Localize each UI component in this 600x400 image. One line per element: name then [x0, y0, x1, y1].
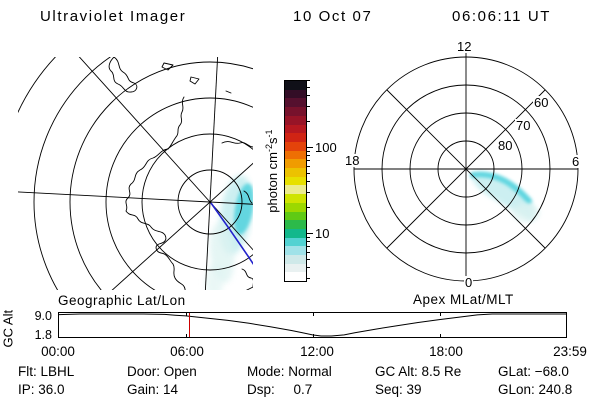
colorbar-tick: [306, 192, 310, 193]
colorbar-tick: [306, 160, 310, 161]
mlt-label-0: 0: [464, 275, 474, 290]
colorbar-band: [285, 194, 306, 203]
status-field: Mode: Normal: [247, 364, 332, 379]
colorbar-tick: [306, 151, 310, 152]
status-field: IP: 36.0: [18, 382, 65, 397]
alt-ytick-18: 1.8: [34, 328, 52, 342]
colorbar-tick: [306, 267, 310, 268]
colorbar-tick: [306, 233, 313, 234]
time-axis-label: 06:00: [170, 344, 204, 359]
apex-plot-label: Apex MLat/MLT: [413, 292, 514, 307]
apex-polar-plot: [353, 53, 579, 282]
time-axis-label: 12:00: [300, 344, 334, 359]
header-date: 10 Oct 07: [293, 8, 373, 25]
colorbar-tick: [306, 95, 310, 96]
colorbar-band: [285, 255, 306, 264]
status-field: Flt: LBHL: [18, 364, 75, 379]
geo-map-label: Geographic Lat/Lon: [58, 293, 186, 308]
mlt-spokes: [354, 53, 578, 282]
colorbar-band: [285, 263, 306, 273]
mlat-label-70: 70: [515, 118, 532, 133]
aurora-emission-apex: [470, 171, 540, 222]
colorbar-tick: [306, 237, 310, 238]
colorbar-tick: [306, 106, 310, 107]
coastline: [108, 57, 253, 290]
colorbar-tick: [306, 166, 310, 167]
colorbar-band: [285, 211, 306, 221]
app-title: Ultraviolet Imager: [40, 8, 187, 25]
colorbar-band: [285, 159, 306, 169]
mlt-label-6: 6: [571, 154, 581, 169]
colorbar-band: [285, 89, 306, 99]
colorbar-band: [285, 168, 306, 177]
mlat-label-60: 60: [533, 95, 550, 110]
alt-ylabel: GC Alt: [0, 309, 16, 348]
colorbar-tick: [306, 252, 310, 253]
colorbar-tick: [306, 278, 310, 279]
colorbar-tick: [306, 241, 310, 242]
aurora-emission-geo: [205, 175, 253, 290]
colorbar-tick-label: 10: [315, 226, 330, 241]
colorbar-band: [285, 107, 306, 116]
colorbar-band: [285, 98, 306, 108]
colorbar-tick: [306, 259, 310, 260]
status-field: Seq: 39: [375, 382, 422, 397]
colorbar-tick: [306, 80, 310, 81]
colorbar-tick: [306, 147, 313, 148]
colorbar-band: [285, 202, 306, 212]
colorbar-band: [285, 185, 306, 195]
colorbar-tick-label: 100: [315, 140, 337, 155]
colorbar-tick: [306, 155, 310, 156]
time-axis-label: 18:00: [429, 344, 463, 359]
colorbar: [284, 80, 307, 282]
time-axis-label: 00:00: [41, 344, 75, 359]
status-field: GLon: 240.8: [498, 382, 573, 397]
colorbar-band: [285, 141, 306, 151]
colorbar-band: [285, 228, 306, 238]
status-field: Door: Open: [127, 364, 197, 379]
colorbar-band: [285, 124, 306, 134]
mlat-label-80: 80: [497, 138, 514, 153]
orbit-track: [210, 202, 253, 265]
colorbar-band: [285, 237, 306, 247]
header-time: 06:06:11 UT: [452, 8, 552, 25]
status-field: GLat: −68.0: [498, 364, 569, 379]
alt-ytick-9: 9.0: [34, 309, 52, 323]
colorbar-tick: [306, 246, 310, 247]
geographic-map: [18, 57, 253, 290]
colorbar-band: [285, 150, 306, 160]
altitude-chart: [58, 312, 567, 338]
current-time-marker: [189, 313, 190, 337]
status-field: Dsp: 0.7: [247, 382, 313, 397]
colorbar-band: [285, 115, 306, 125]
colorbar-tick: [306, 121, 310, 122]
mlt-label-18: 18: [344, 153, 361, 168]
colorbar-tick: [306, 87, 310, 88]
colorbar-band: [285, 246, 306, 256]
meridian-lines: [18, 57, 253, 290]
mlt-label-12: 12: [456, 39, 473, 54]
colorbar-band: [285, 133, 306, 142]
status-field: Gain: 14: [127, 382, 179, 397]
colorbar-tick: [306, 181, 310, 182]
colorbar-band: [285, 176, 306, 186]
colorbar-tick: [306, 173, 310, 174]
latitude-circles: [18, 57, 253, 290]
colorbar-band: [285, 81, 306, 90]
colorbar-band: [285, 220, 306, 229]
status-field: GC Alt: 8.5 Re: [375, 364, 462, 379]
colorbar-tick: [306, 207, 310, 208]
colorbar-band: [285, 272, 306, 282]
time-axis-label: 23:59: [553, 344, 587, 359]
